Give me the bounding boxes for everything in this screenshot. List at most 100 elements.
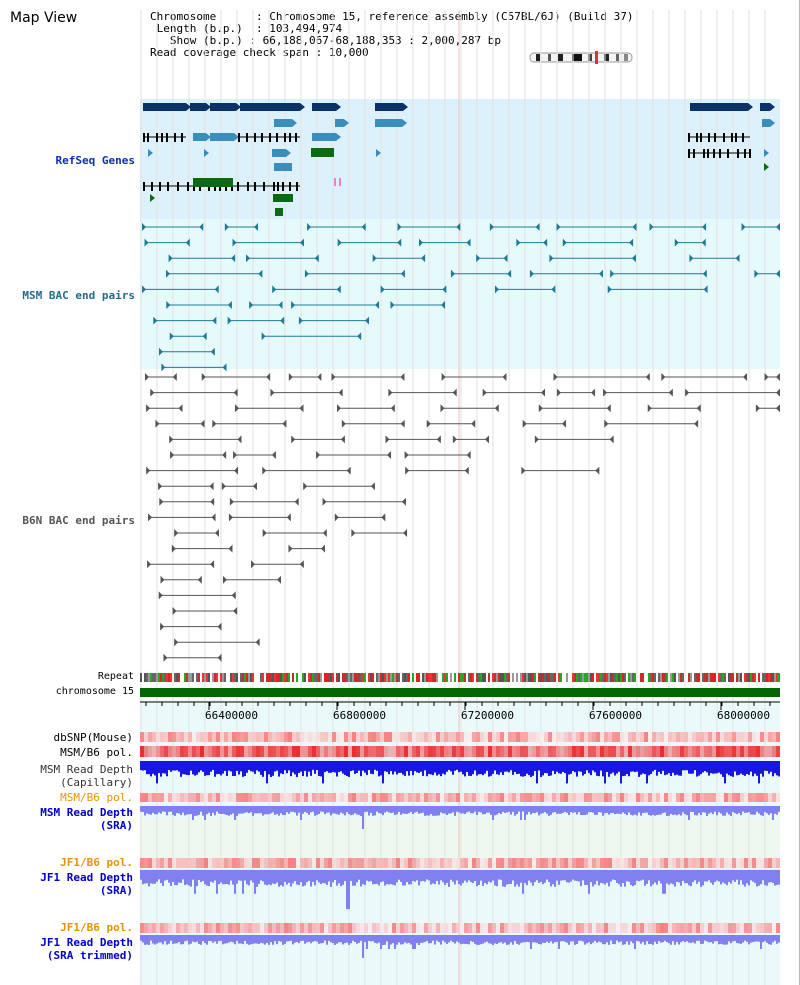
depth-bar — [502, 870, 504, 887]
depth-bar — [522, 761, 524, 777]
depth-bar — [578, 870, 580, 882]
depth-bar — [140, 806, 142, 812]
heat-cell — [556, 793, 560, 802]
bac-end-marker — [535, 223, 540, 231]
depth-bar — [304, 806, 306, 812]
heat-cell — [748, 732, 752, 742]
depth-bar — [190, 806, 192, 815]
repeat-feature — [702, 673, 704, 682]
depth-bar — [392, 870, 394, 885]
heat-cell — [440, 923, 444, 933]
heat-cell — [696, 746, 700, 757]
track-label-msm-bac[interactable]: MSM BAC end pairs — [22, 289, 135, 302]
depth-bar — [414, 935, 416, 949]
repeat-feature — [356, 673, 358, 682]
heat-cell — [224, 793, 228, 802]
heat-cell — [540, 746, 544, 757]
depth-bar — [618, 870, 620, 885]
track-label-b6n-bac[interactable]: B6N BAC end pairs — [22, 514, 135, 527]
depth-bar — [148, 806, 150, 815]
depth-bar — [300, 935, 302, 942]
track-label-msm-read-depth-sra[interactable]: MSM Read Depth (SRA) — [5, 806, 133, 832]
depth-bar — [580, 935, 582, 941]
bac-end-marker — [403, 529, 408, 537]
track-label-jf1-b6-pol[interactable]: JF1/B6 pol. — [60, 856, 133, 869]
track-label-jf1-b6-pol-trimmed[interactable]: JF1/B6 pol. — [60, 921, 133, 934]
heat-cell — [760, 793, 764, 802]
depth-bar — [188, 806, 190, 815]
repeat-feature — [224, 673, 226, 682]
heat-cell — [588, 732, 592, 742]
gene-block — [273, 194, 293, 202]
depth-bar — [406, 806, 408, 814]
depth-bar — [548, 870, 550, 883]
heat-cell — [292, 732, 296, 742]
depth-bar — [736, 761, 738, 776]
track-label-jf1-read-depth-trimmed[interactable]: JF1 Read Depth (SRA trimmed) — [5, 936, 133, 962]
heat-cell — [740, 858, 744, 868]
depth-bar — [270, 761, 272, 777]
heat-cell — [388, 746, 392, 757]
depth-bar — [714, 935, 716, 942]
heat-cell — [416, 746, 420, 757]
depth-bar — [646, 806, 648, 813]
bac-end-marker — [210, 347, 215, 356]
depth-bar — [318, 935, 320, 944]
gene-block — [193, 178, 233, 187]
heat-cell — [756, 746, 760, 757]
depth-bar — [634, 870, 636, 885]
depth-bar — [570, 935, 572, 942]
track-label-msm-read-depth-capillary[interactable]: MSM Read Depth (Capillary) — [5, 763, 133, 789]
depth-bar — [306, 935, 308, 943]
depth-bar — [194, 935, 196, 943]
heat-cell — [436, 923, 440, 933]
depth-bar — [652, 761, 654, 772]
track-label-msm-b6-pol-sra[interactable]: MSM/B6 pol. — [60, 791, 133, 804]
depth-bar — [480, 806, 482, 813]
depth-bar — [188, 761, 190, 776]
depth-bar — [162, 870, 164, 886]
heat-cell — [200, 858, 204, 868]
heat-cell — [560, 858, 564, 868]
depth-bar — [596, 806, 598, 815]
depth-bar — [696, 935, 698, 941]
track-label-dbsnp[interactable]: dbSNP(Mouse) — [53, 731, 133, 744]
depth-bar — [352, 806, 354, 815]
depth-bar — [378, 761, 380, 777]
depth-bar — [566, 870, 568, 883]
depth-bar — [300, 806, 302, 820]
bac-end-marker — [171, 544, 176, 553]
depth-bar — [354, 935, 356, 942]
heat-cell — [588, 858, 592, 868]
heat-cell — [668, 923, 672, 933]
heat-cell — [772, 746, 776, 757]
gene-exon — [707, 149, 709, 158]
gene-exon — [744, 149, 746, 158]
depth-bar — [406, 761, 408, 772]
track-label-jf1-read-depth-sra[interactable]: JF1 Read Depth (SRA) — [5, 871, 133, 897]
depth-bar — [224, 806, 226, 815]
depth-bar — [320, 870, 322, 884]
depth-bar — [660, 870, 662, 884]
heat-cell — [520, 746, 524, 757]
depth-bar — [636, 806, 638, 816]
depth-bar — [324, 870, 326, 884]
depth-bar — [150, 806, 152, 815]
depth-bar — [424, 870, 426, 882]
depth-bar — [438, 761, 440, 775]
heat-cell — [664, 923, 668, 933]
heat-cell — [656, 858, 660, 868]
heat-cell — [328, 793, 332, 802]
heat-cell — [712, 858, 716, 868]
track-label-refseq[interactable]: RefSeq Genes — [55, 154, 135, 167]
depth-bar — [398, 806, 400, 812]
track-label-msm-b6-pol[interactable]: MSM/B6 pol. — [60, 746, 133, 759]
repeat-feature — [744, 673, 746, 682]
depth-bar — [278, 870, 280, 887]
gene-block — [690, 103, 748, 111]
heat-cell — [540, 732, 544, 742]
heat-cell — [284, 793, 288, 802]
depth-bar — [756, 870, 758, 887]
